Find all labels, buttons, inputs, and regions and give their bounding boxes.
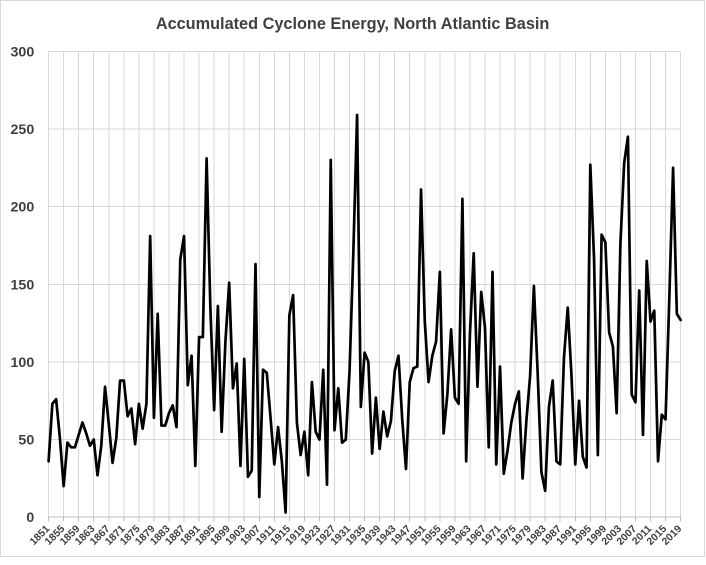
svg-text:50: 50 [18,432,34,448]
svg-text:Accumulated Cyclone Energy, No: Accumulated Cyclone Energy, North Atlant… [156,15,550,33]
svg-text:200: 200 [11,199,35,215]
svg-text:100: 100 [11,354,35,370]
svg-text:300: 300 [11,43,35,59]
svg-text:150: 150 [11,276,35,292]
svg-text:250: 250 [11,121,35,137]
svg-text:0: 0 [26,509,34,525]
